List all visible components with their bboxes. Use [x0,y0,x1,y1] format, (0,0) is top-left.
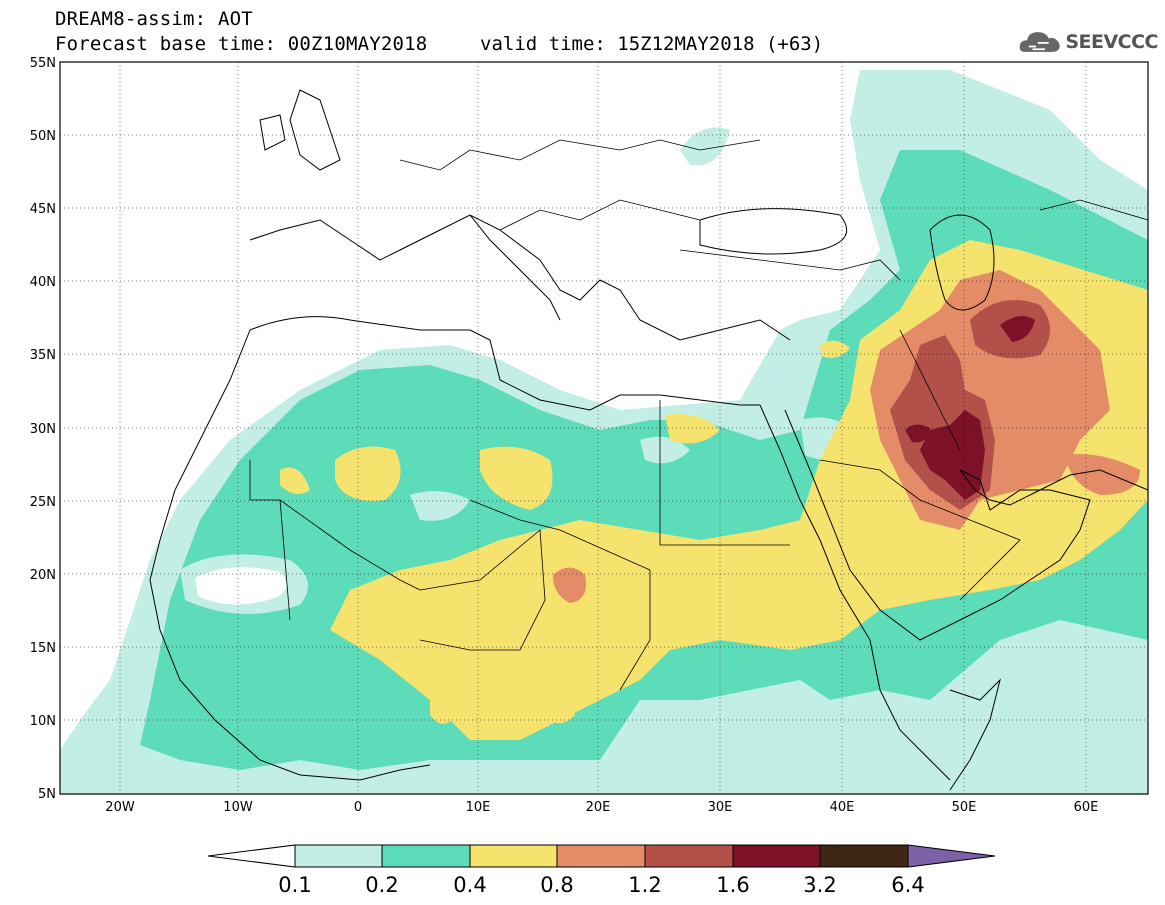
aot-patch-iraq [905,424,930,443]
colorbar-label-0.8: 0.8 [540,873,573,897]
lat-label-45n: 45N [30,202,56,217]
border-iran-iraq [899,329,961,451]
colorbar-label-1.2: 1.2 [628,873,661,897]
colorbar-under-arrow [207,844,296,868]
colorbar-label-0.1: 0.1 [278,873,311,897]
coast-arabia [784,409,1091,641]
colorbar-over-arrow [907,844,996,868]
aot-band-0.1-north [680,127,730,166]
latitude-labels: 55N 50N 45N 40N 35N 30N 25N 20N 15N 10N … [30,56,56,802]
aot-patch-chad [545,697,575,724]
colorbar: 0.1 0.2 0.4 0.8 1.2 1.6 3.2 6.4 [207,844,996,897]
gridlines [60,62,1148,794]
coast-italy [469,214,561,321]
border-europe-2 [499,199,701,231]
aot-patch-caspian-core [1000,316,1035,342]
aot-band-1.6 [920,410,985,500]
lat-label-20n: 20N [30,568,56,583]
border-saudi [819,459,1021,601]
aot-fields [60,62,1148,794]
aot-patch-egypt [665,414,720,444]
lat-label-10n: 10N [30,714,56,729]
logo-text: SEEVCCC [1065,31,1158,53]
colorbar-label-1.6: 1.6 [716,873,749,897]
lon-label-10w: 10W [223,800,253,815]
border-algeria-mali [279,499,421,591]
border-sudan-chad [619,570,651,691]
border-libya-chad [469,499,651,571]
aot-patch-iran [1065,454,1140,495]
colorbar-swatch-0.2-0.4 [381,844,471,868]
aot-gap-west-africa-core [195,567,287,605]
lon-label-0: 0 [354,800,362,815]
coast-north-africa [249,316,760,411]
coast-persian-gulf [959,469,1148,506]
forecast-base-time: Forecast base time: 00Z10MAY2018 [55,33,428,55]
lon-label-10e: 10E [466,800,491,815]
border-niger [419,529,546,651]
coast-europe [249,214,791,341]
colorbar-label-0.2: 0.2 [365,873,398,897]
lat-label-25n: 25N [30,495,56,510]
aot-patch-nigeria [430,687,460,724]
coast-red-sea [759,404,951,781]
border-europe-1 [399,139,761,171]
seevccc-logo: SEEVCCC [1018,24,1158,60]
colorbar-swatch-1.6-3.2 [732,844,821,868]
colorbar-swatch-3.2-6.4 [819,844,909,868]
coast-caspian [929,214,995,311]
cloud-icon [1019,32,1060,52]
lat-label-35n: 35N [30,348,56,363]
lon-label-20e: 20E [586,800,611,815]
lat-label-40n: 40N [30,275,56,290]
coast-britain [289,89,341,171]
colorbar-label-6.4: 6.4 [891,873,924,897]
lat-label-15n: 15N [30,641,56,656]
border-mauritania [249,460,291,621]
coastlines [149,89,1148,791]
border-egypt-sudan [659,400,790,546]
colorbar-swatch-0.1-0.2 [294,844,383,868]
colorbar-label-3.2: 3.2 [803,873,836,897]
map-frame [59,61,1149,795]
valid-time: valid time: 15Z12MAY2018 (+63) [480,33,824,55]
aot-patch-sudan [553,567,586,603]
coast-ireland [259,114,286,151]
borders [249,139,1148,691]
lat-label-50n: 50N [30,129,56,144]
lon-label-40e: 40E [830,800,855,815]
border-kazakh [1039,199,1148,221]
aot-patch-morocco [280,467,310,494]
longitude-labels: 20W 10W 0 10E 20E 30E 40E 50E 60E [105,800,1098,815]
lat-label-5n: 5N [38,787,56,802]
aot-patch-levant [820,340,850,358]
border-turkey [679,249,901,281]
colorbar-swatch-1.2-1.6 [644,844,734,868]
lon-label-30e: 30E [708,800,733,815]
lon-label-20w: 20W [105,800,135,815]
coast-black-sea [699,208,848,255]
lat-label-30n: 30N [30,422,56,437]
colorbar-swatch-0.8-1.2 [556,844,646,868]
lat-label-55n: 55N [30,56,56,71]
colorbar-swatch-0.4-0.8 [469,844,558,868]
lon-label-50e: 50E [952,800,977,815]
coast-somalia [949,678,1001,791]
colorbar-label-0.4: 0.4 [453,873,486,897]
aot-patch-libya [480,446,553,510]
chart-title: DREAM8-assim: AOT [55,8,253,30]
lon-label-60e: 60E [1074,800,1099,815]
aot-patch-algeria [335,446,401,501]
aot-gap-egypt [640,436,690,464]
coast-west-africa [149,329,431,781]
aot-gap-libya [410,491,470,521]
